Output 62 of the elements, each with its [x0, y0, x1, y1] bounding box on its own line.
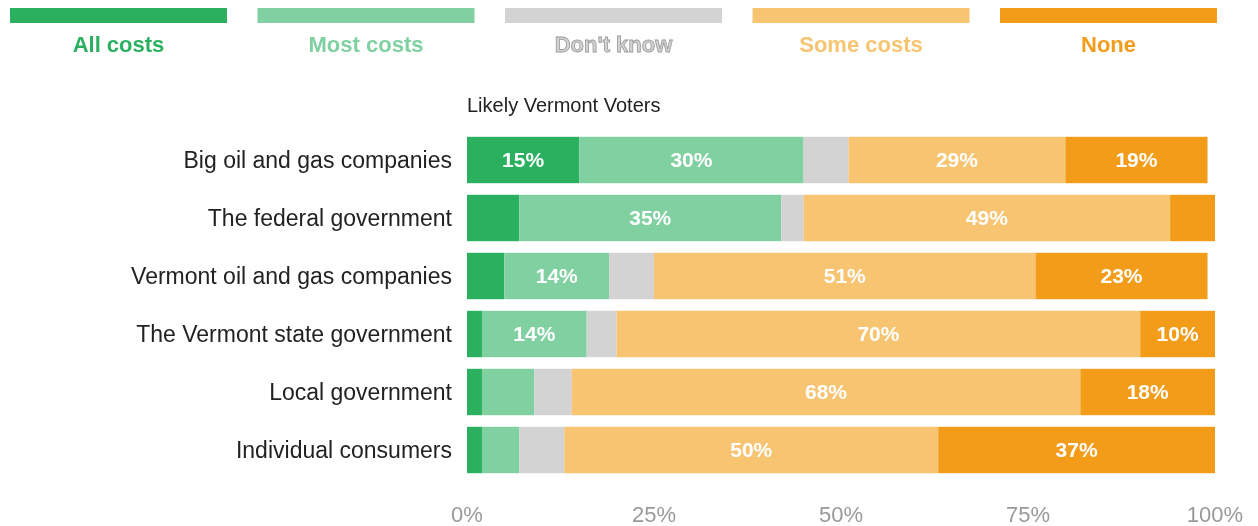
data-label: 30% — [670, 148, 713, 172]
bar — [467, 310, 482, 358]
bar — [467, 368, 482, 416]
bar — [579, 136, 804, 184]
bar — [467, 426, 482, 474]
y-tick-label: The federal government — [207, 205, 453, 232]
data-label: 49% — [965, 206, 1009, 230]
bar — [1035, 252, 1208, 300]
data-label: 14% — [535, 264, 579, 288]
data-label: 35% — [629, 206, 672, 230]
bar — [586, 310, 617, 358]
chart-title: Likely Vermont Voters — [467, 94, 661, 116]
x-tick-label: 0% — [451, 502, 483, 526]
bar — [467, 136, 580, 184]
text: Most costs — [308, 32, 424, 57]
y-tick-label: Local government — [269, 379, 453, 406]
bar — [609, 252, 654, 300]
bar — [781, 194, 804, 242]
bar — [938, 426, 1215, 474]
bar — [616, 310, 1141, 358]
y-tick-label: Individual consumers — [235, 437, 452, 464]
text: Don't know — [554, 32, 674, 57]
text: None — [1081, 32, 1136, 57]
bar — [481, 310, 587, 358]
data-label: 70% — [857, 322, 900, 346]
x-tick-label: 100% — [1186, 502, 1244, 526]
y-tick-label: Big oil and gas companies — [183, 147, 452, 174]
bar — [519, 194, 782, 242]
data-label: 14% — [513, 322, 556, 346]
data-label: 50% — [730, 438, 773, 462]
text: Some costs — [799, 32, 923, 57]
data-label: 10% — [1156, 322, 1199, 346]
bar — [519, 426, 565, 474]
bar — [848, 136, 1066, 184]
x-tick-label: 75% — [1005, 502, 1051, 526]
bar — [803, 136, 849, 184]
data-label: 37% — [1055, 438, 1098, 462]
bar — [467, 252, 505, 300]
bar — [803, 194, 1171, 242]
data-label: 29% — [935, 148, 979, 172]
y-tick-label: Vermont oil and gas companies — [131, 263, 452, 290]
data-label: 51% — [823, 264, 867, 288]
data-label: 18% — [1126, 380, 1170, 404]
bar — [481, 426, 520, 474]
data-label: 68% — [805, 380, 848, 404]
data-label: 23% — [1100, 264, 1143, 288]
bar — [1080, 368, 1215, 416]
x-tick-label: 25% — [631, 502, 677, 526]
bar — [1065, 136, 1208, 184]
bar — [467, 194, 520, 242]
text: All costs — [72, 32, 165, 57]
bar — [481, 368, 535, 416]
data-label: 19% — [1115, 148, 1158, 172]
bar — [654, 252, 1036, 300]
y-tick-label: The Vermont state government — [136, 321, 453, 348]
bar — [504, 252, 610, 300]
bar — [534, 368, 572, 416]
data-label: 15% — [502, 148, 545, 172]
bar — [571, 368, 1081, 416]
x-tick-label: 50% — [818, 502, 864, 526]
bar — [1170, 194, 1215, 242]
bar — [564, 426, 939, 474]
